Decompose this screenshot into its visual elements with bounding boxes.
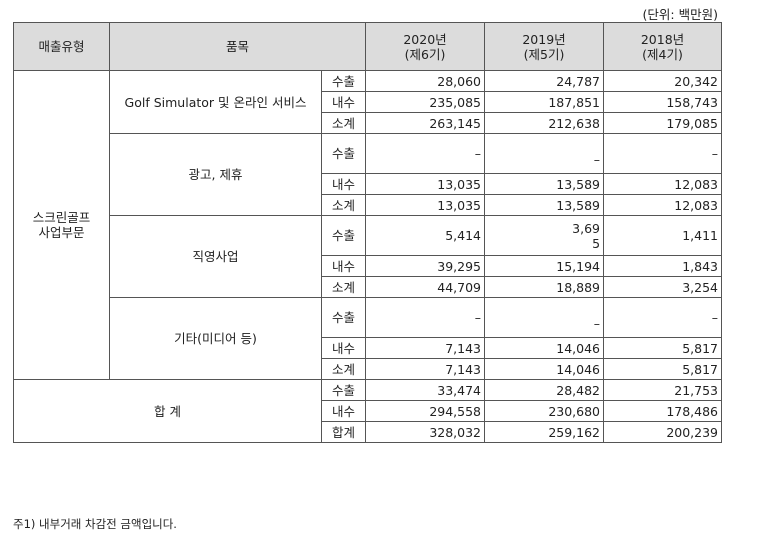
item-name: 광고, 제휴 — [109, 133, 322, 216]
value-cell: 5,817 — [603, 337, 723, 359]
value-cell: 13,589 — [484, 194, 605, 216]
table-row: 내수 7,143 14,046 5,817 — [14, 337, 723, 359]
table-row: 스크린골프 사업부문 Golf Simulator 및 온라인 서비스 수출 28… — [13, 70, 723, 380]
header-item: 품목 — [108, 22, 367, 71]
kind-cell: 내수 — [320, 255, 367, 277]
sales-table: 매출유형 품목 2020년 (제6기) 2019년 (제5기) 2018년 (제4기)… — [13, 22, 723, 443]
value-cell: 235,085 — [365, 91, 486, 113]
value-cell: 3,69 5 — [484, 215, 605, 256]
value-cell: 28,060 — [365, 70, 486, 92]
value-cell: 12,083 — [603, 194, 723, 216]
value-cell: – — [365, 297, 486, 338]
kind-cell: 소계 — [320, 112, 367, 134]
value-cell: – — [484, 133, 605, 174]
value-cell: 39,295 — [365, 255, 486, 277]
kind-cell: 수출 — [320, 70, 367, 92]
table-row: 소계 44,709 18,889 3,254 — [14, 276, 723, 298]
table-row: 내수 294,558 230,680 178,486 — [14, 400, 723, 422]
item-name: Golf Simulator 및 온라인 서비스 — [109, 70, 322, 134]
value-cell: 212,638 — [484, 112, 605, 134]
value-cell: 5,414 — [365, 215, 486, 256]
value-cell: 24,787 — [484, 70, 605, 92]
value-cell: 13,035 — [365, 194, 486, 216]
value-cell: 5,817 — [603, 358, 723, 380]
header-year-2020: 2020년 (제6기) — [365, 22, 486, 71]
header-type: 매출유형 — [13, 22, 110, 71]
value-cell: 7,143 — [365, 358, 486, 380]
item-name: 직영사업 — [109, 215, 322, 298]
kind-cell: 수출 — [320, 215, 367, 256]
value-cell: 187,851 — [484, 91, 605, 113]
value-cell: 200,239 — [603, 421, 723, 443]
table-row: 내수 39,295 15,194 1,843 — [14, 255, 723, 277]
kind-cell: 수출 — [320, 379, 367, 401]
value-cell: 44,709 — [365, 276, 486, 298]
value-cell: 14,046 — [484, 358, 605, 380]
value-cell: 328,032 — [365, 421, 486, 443]
segment-label: 스크린골프 사업부문 — [13, 70, 110, 380]
kind-cell: 내수 — [320, 91, 367, 113]
table-row: 직영사업 수출 5,414 3,69 5 1,411 — [14, 215, 723, 298]
table-row: 합계 328,032 259,162 200,239 — [14, 421, 723, 443]
value-cell: 263,145 — [365, 112, 486, 134]
value-cell: – — [484, 297, 605, 338]
item-name: 기타(미디어 등) — [109, 297, 322, 380]
value-cell: – — [365, 133, 486, 174]
value-cell: 230,680 — [484, 400, 605, 422]
value-cell: – — [603, 133, 723, 174]
value-cell: 3,254 — [603, 276, 723, 298]
kind-cell: 소계 — [320, 276, 367, 298]
header-year-2019: 2019년 (제5기) — [484, 22, 605, 71]
value-cell: 1,843 — [603, 255, 723, 277]
value-cell: 178,486 — [603, 400, 723, 422]
value-cell: 12,083 — [603, 173, 723, 195]
header-row: 매출유형 품목 2020년 (제6기) 2019년 (제5기) 2018년 (제4기) — [13, 22, 723, 71]
header-year-2018: 2018년 (제4기) — [603, 22, 723, 71]
value-cell: 294,558 — [365, 400, 486, 422]
value-cell: 15,194 — [484, 255, 605, 277]
total-label: 합 계 — [13, 379, 322, 443]
value-cell: 20,342 — [603, 70, 723, 92]
value-cell: 13,035 — [365, 173, 486, 195]
table-row: 기타(미디어 등) 수출 – – – — [14, 297, 723, 380]
kind-cell: 수출 — [320, 297, 367, 338]
value-cell: 1,411 — [603, 215, 723, 256]
value-cell: 18,889 — [484, 276, 605, 298]
value-cell: 14,046 — [484, 337, 605, 359]
value-cell: – — [603, 297, 723, 338]
kind-cell: 내수 — [320, 173, 367, 195]
value-cell: 259,162 — [484, 421, 605, 443]
kind-cell: 수출 — [320, 133, 367, 174]
kind-cell: 소계 — [320, 194, 367, 216]
kind-cell: 합계 — [320, 421, 367, 443]
value-cell: 158,743 — [603, 91, 723, 113]
value-cell: 7,143 — [365, 337, 486, 359]
value-cell: 13,589 — [484, 173, 605, 195]
value-cell: 33,474 — [365, 379, 486, 401]
table-row: 합 계 수출 33,474 28,482 21,753 — [13, 379, 723, 443]
value-cell: 21,753 — [603, 379, 723, 401]
table-row: 내수 13,035 13,589 12,083 — [14, 173, 723, 195]
kind-cell: 소계 — [320, 358, 367, 380]
footnote: 주1) 내부거래 차감전 금액입니다. — [13, 517, 177, 531]
unit-note: (단위: 백만원) — [642, 7, 718, 22]
kind-cell: 내수 — [320, 400, 367, 422]
value-cell: 28,482 — [484, 379, 605, 401]
kind-cell: 내수 — [320, 337, 367, 359]
table-row: 광고, 제휴 수출 – – – — [14, 133, 723, 216]
value-cell: 179,085 — [603, 112, 723, 134]
table-row: 소계 13,035 13,589 12,083 — [14, 194, 723, 216]
